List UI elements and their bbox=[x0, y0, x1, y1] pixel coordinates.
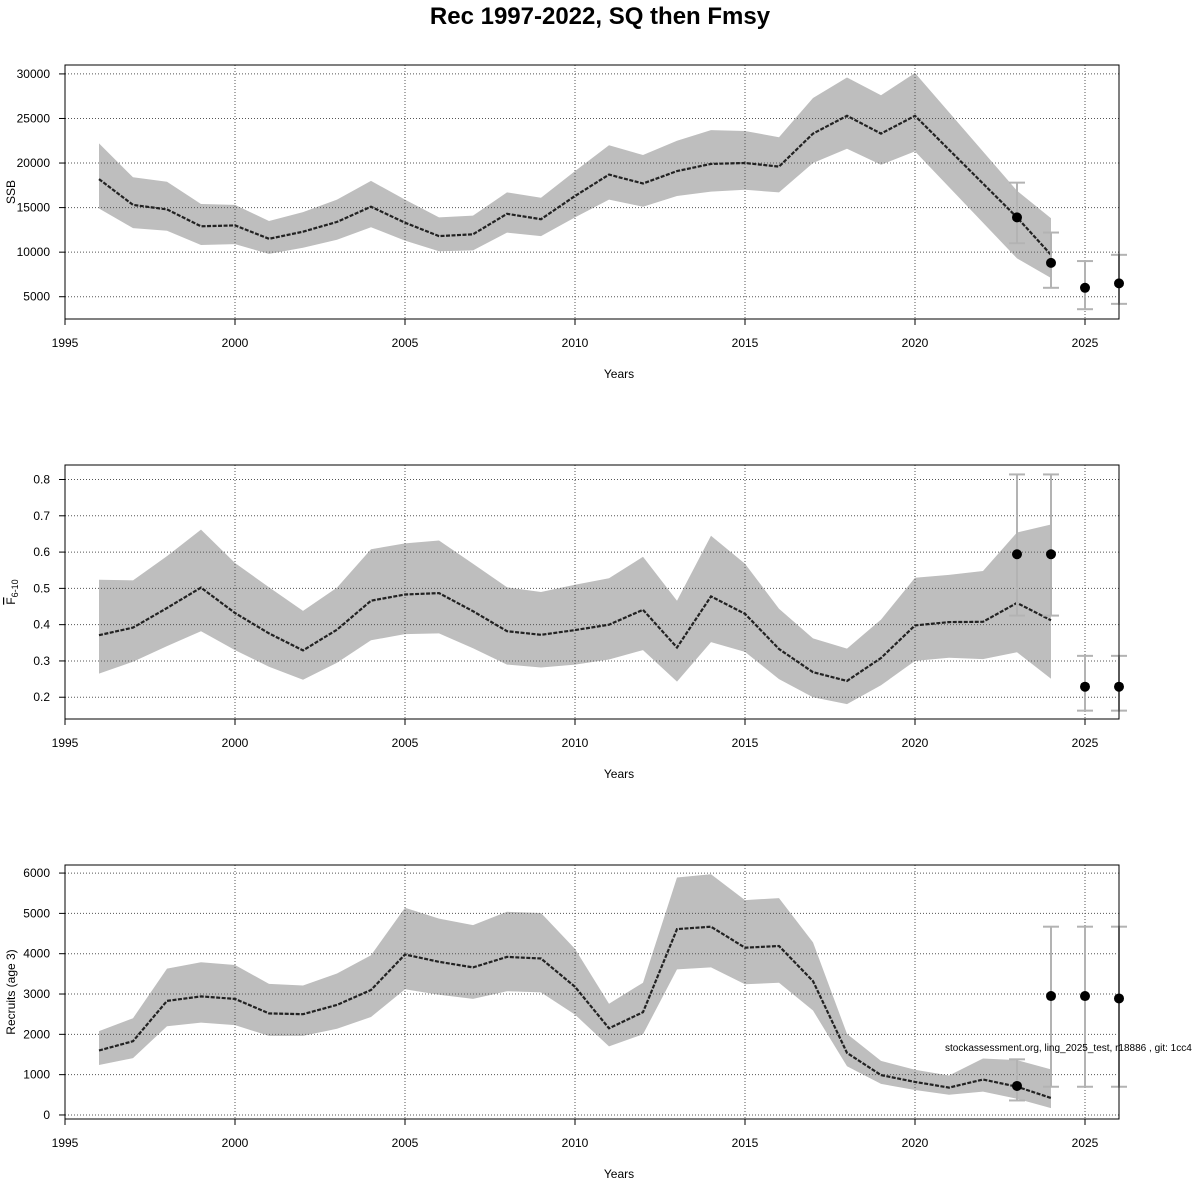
ssb-panel: 1995 2000 2005 2010 2015 2020 2025 5000 10000 150… bbox=[4, 64, 1127, 381]
f-plot-box bbox=[64, 464, 1120, 720]
f-x-tick-label: 2005 bbox=[392, 736, 419, 750]
f-forecast-point bbox=[1080, 681, 1090, 692]
recruits-y-tick-label: 6000 bbox=[23, 866, 50, 880]
f-x-tick-label: 2010 bbox=[562, 736, 589, 750]
f-forecast-point bbox=[1012, 549, 1022, 560]
recruits-x-tick-label: 2005 bbox=[392, 1136, 419, 1150]
f-forecast-point bbox=[1046, 549, 1056, 560]
recruits-y-tick-label: 4000 bbox=[23, 947, 50, 961]
recruits-x-tick-label: 2015 bbox=[732, 1136, 759, 1150]
f-x-tick-label: 2025 bbox=[1072, 736, 1099, 750]
recruits-forecast-point bbox=[1080, 991, 1090, 1002]
ssb-x-tick-label: 2025 bbox=[1072, 336, 1099, 350]
recruits-panel: 1995 2000 2005 2010 2015 2020 2025 0 1000 2000 300… bbox=[4, 864, 1127, 1181]
f-y-tick-label: 0.6 bbox=[33, 545, 50, 559]
f-y-axis-label: F6-10 bbox=[4, 579, 20, 604]
ssb-plot-box bbox=[64, 64, 1120, 320]
recruits-x-tick-label: 2010 bbox=[562, 1136, 589, 1150]
ssb-x-axis-label: Years bbox=[604, 367, 634, 381]
recruits-estimate-line bbox=[98, 925, 1052, 1100]
recruits-y-tick-label: 2000 bbox=[23, 1027, 50, 1041]
recruits-y-tick-label: 3000 bbox=[23, 987, 50, 1001]
recruits-plot-box bbox=[64, 864, 1120, 1120]
ssb-y-tick-label: 25000 bbox=[17, 111, 51, 125]
recruits-x-tick-label: 2020 bbox=[902, 1136, 929, 1150]
f-y-tick-label: 0.5 bbox=[33, 581, 50, 595]
f-confidence-band bbox=[99, 524, 1051, 705]
ssb-y-tick-label: 15000 bbox=[17, 201, 51, 215]
f-x-tick-label: 1995 bbox=[52, 736, 79, 750]
ssb-y-tick-label: 10000 bbox=[17, 245, 51, 259]
fishing-mortality-panel: 1995 2000 2005 2010 2015 2020 2025 0.2 0.3 0.4 0.5… bbox=[4, 464, 1127, 781]
ssb-x-tick-label: 2000 bbox=[222, 336, 249, 350]
figure-title: Rec 1997-2022, SQ then Fmsy bbox=[430, 3, 771, 30]
ssb-x-tick-label: 2005 bbox=[392, 336, 419, 350]
recruits-y-tick-label: 1000 bbox=[23, 1068, 50, 1082]
f-y-tick-label: 0.4 bbox=[33, 618, 50, 632]
ssb-x-tick-label: 2010 bbox=[562, 336, 589, 350]
recruits-y-axis-label: Recruits (age 3) bbox=[4, 949, 18, 1034]
ssb-forecast-point bbox=[1080, 282, 1090, 293]
f-x-tick-label: 2000 bbox=[222, 736, 249, 750]
footnote: stockassessment.org, ling_2025_test, r18… bbox=[945, 1043, 1192, 1054]
recruits-y-tick-label: 5000 bbox=[23, 906, 50, 920]
f-x-tick-label: 2015 bbox=[732, 736, 759, 750]
f-estimate-line bbox=[98, 586, 1052, 683]
recruits-forecast-point bbox=[1012, 1080, 1022, 1091]
recruits-forecast-point bbox=[1046, 991, 1056, 1002]
f-y-tick-label: 0.3 bbox=[33, 654, 50, 668]
f-y-tick-label: 0.8 bbox=[33, 473, 50, 487]
f-x-axis-label: Years bbox=[604, 767, 634, 781]
ssb-y-tick-label: 30000 bbox=[17, 67, 51, 81]
ssb-x-tick-label: 2015 bbox=[732, 336, 759, 350]
recruits-y-tick-label: 0 bbox=[43, 1108, 50, 1122]
f-y-tick-label: 0.7 bbox=[33, 509, 50, 523]
f-y-axis-label-subscript: 6-10 bbox=[10, 579, 20, 597]
ssb-forecast-point bbox=[1046, 257, 1056, 268]
recruits-x-axis-label: Years bbox=[604, 1167, 634, 1181]
f-y-tick-label: 0.2 bbox=[33, 690, 50, 704]
f-x-tick-label: 2020 bbox=[902, 736, 929, 750]
ssb-y-axis-label: SSB bbox=[4, 180, 18, 204]
recruits-x-tick-label: 1995 bbox=[52, 1136, 79, 1150]
ssb-y-tick-label: 20000 bbox=[17, 156, 51, 170]
ssb-x-tick-label: 1995 bbox=[52, 336, 79, 350]
ssb-y-tick-label: 5000 bbox=[23, 290, 50, 304]
ssb-confidence-band bbox=[99, 73, 1051, 278]
ssb-estimate-line bbox=[98, 114, 1052, 256]
f-y-axis-label-main: F bbox=[4, 597, 18, 604]
recruits-x-tick-label: 2000 bbox=[222, 1136, 249, 1150]
ssb-x-tick-label: 2020 bbox=[902, 336, 929, 350]
ssb-forecast-point bbox=[1012, 212, 1022, 223]
recruits-x-tick-label: 2025 bbox=[1072, 1136, 1099, 1150]
